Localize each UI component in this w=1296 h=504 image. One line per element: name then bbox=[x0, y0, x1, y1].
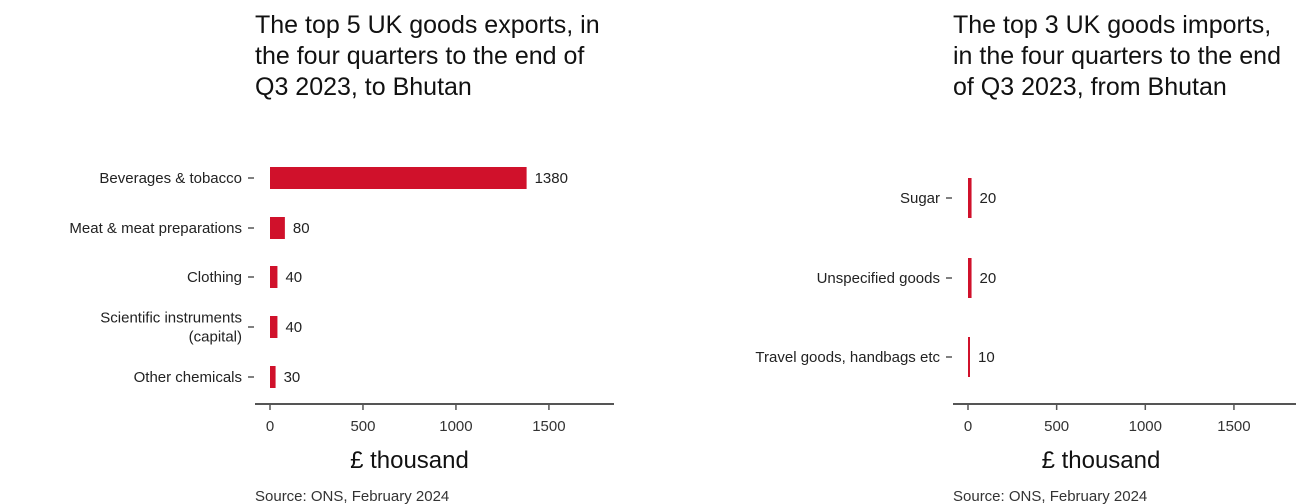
x-tick-label: 1500 bbox=[532, 418, 565, 435]
x-axis-title: £ thousand bbox=[1042, 447, 1161, 474]
bar bbox=[270, 217, 285, 239]
category-label: Travel goods, handbags etc bbox=[755, 349, 940, 366]
bar bbox=[270, 316, 278, 338]
data-label: 40 bbox=[285, 269, 302, 286]
data-label: 10 bbox=[978, 349, 995, 366]
x-tick-label: 500 bbox=[1044, 418, 1069, 435]
data-label: 20 bbox=[980, 270, 997, 287]
x-tick-label: 500 bbox=[350, 418, 375, 435]
category-label: Unspecified goods bbox=[817, 270, 940, 287]
source-note: Source: ONS, February 2024 bbox=[953, 488, 1147, 504]
exports-bar-chart: 0 500 1000 1500 £ thousand Source: ONS, Febru… bbox=[69, 167, 614, 504]
x-tick-label: 1000 bbox=[1129, 418, 1162, 435]
bar bbox=[968, 258, 972, 298]
category-label: Sugar bbox=[900, 190, 940, 207]
bar bbox=[968, 337, 970, 377]
x-axis-title: £ thousand bbox=[350, 447, 469, 474]
category-label: Meat & meat preparations bbox=[69, 220, 242, 237]
x-tick-label: 0 bbox=[964, 418, 972, 435]
imports-bar-chart: 0 500 1000 1500 £ thousand Source: ONS, Febru… bbox=[755, 178, 1296, 504]
chart-title: The top 3 UK goods imports, in the four … bbox=[953, 11, 1281, 101]
source-note: Source: ONS, February 2024 bbox=[255, 488, 449, 504]
data-label: 80 bbox=[293, 220, 310, 237]
exports-chart-panel: The top 5 UK goods exports, in the four … bbox=[69, 11, 614, 504]
bar bbox=[270, 366, 276, 388]
bar bbox=[270, 266, 278, 288]
x-tick-label: 0 bbox=[266, 418, 274, 435]
bar bbox=[270, 167, 527, 189]
bar bbox=[968, 178, 972, 218]
x-tick-label: 1000 bbox=[439, 418, 472, 435]
chart-title: The top 5 UK goods exports, in the four … bbox=[255, 11, 600, 101]
imports-chart-panel: The top 3 UK goods imports, in the four … bbox=[648, 0, 1296, 504]
category-label: Beverages & tobacco bbox=[99, 170, 242, 187]
category-label: Clothing bbox=[187, 269, 242, 286]
data-label: 20 bbox=[980, 190, 997, 207]
data-label: 30 bbox=[284, 369, 301, 386]
data-label: 1380 bbox=[535, 170, 568, 187]
category-label: Other chemicals bbox=[134, 369, 242, 386]
x-tick-label: 1500 bbox=[1217, 418, 1250, 435]
category-label: Scientific instruments (capital) bbox=[100, 310, 242, 346]
data-label: 40 bbox=[285, 319, 302, 336]
